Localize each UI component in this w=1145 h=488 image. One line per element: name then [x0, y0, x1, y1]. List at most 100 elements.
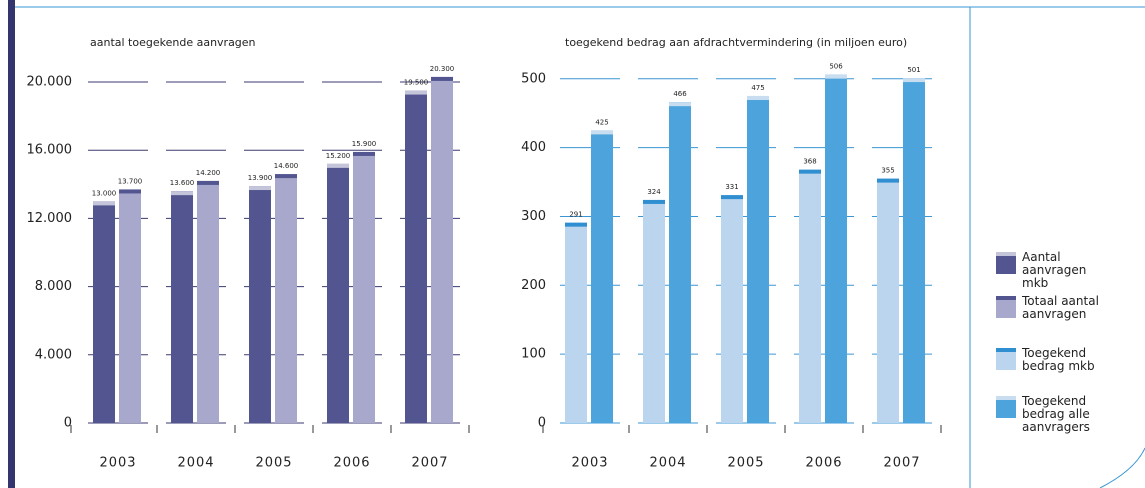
y-tick-label: 16.000 — [27, 143, 73, 158]
legend-label: Aantal aanvragen mkb — [1022, 250, 1087, 290]
y-tick-label: 12.000 — [27, 211, 73, 226]
value-label: 475 — [751, 84, 764, 92]
side-bar — [8, 0, 15, 488]
legend-swatch-cap — [996, 348, 1016, 352]
bar-cap — [721, 195, 743, 200]
value-label: 368 — [803, 158, 816, 166]
y-tick-label: 4.000 — [35, 347, 72, 362]
bar — [825, 74, 847, 423]
legend-swatch — [996, 252, 1016, 274]
value-label: 506 — [829, 63, 843, 71]
bar-cap — [405, 90, 427, 95]
legend-swatch — [996, 296, 1016, 318]
x-tick-label: 2004 — [649, 456, 686, 471]
value-label: 501 — [907, 66, 920, 74]
bar-cap — [197, 180, 219, 185]
value-label: 466 — [673, 90, 687, 98]
bar-cap — [747, 95, 769, 100]
bar — [249, 186, 271, 423]
bar-cap — [903, 78, 925, 83]
value-label: 14.200 — [196, 169, 221, 177]
x-tick-label: 2003 — [99, 456, 136, 471]
bar-cap — [275, 174, 297, 179]
x-tick-label: 2003 — [571, 456, 608, 471]
legend-label: Totaal aantal aanvragen — [1022, 294, 1099, 321]
bar-cap — [353, 151, 375, 156]
y-tick-label: 20.000 — [27, 75, 73, 90]
legend-swatch-cap — [996, 296, 1016, 300]
bar-cap — [669, 102, 691, 107]
chart-title: aantal toegekende aanvragen — [90, 36, 256, 49]
value-label: 13.600 — [170, 179, 195, 187]
bar — [799, 169, 821, 423]
x-tick-label: 2006 — [805, 456, 842, 471]
legend-label: Toegekend bedrag mkb — [1022, 346, 1095, 373]
bar-cap — [799, 169, 821, 174]
legend-swatch-cap — [996, 252, 1016, 256]
bar — [591, 130, 613, 423]
bar-cap — [643, 199, 665, 204]
bar — [721, 195, 743, 423]
bar — [643, 199, 665, 423]
y-tick-label: 0 — [538, 416, 546, 431]
bar — [197, 180, 219, 423]
y-tick-label: 100 — [521, 347, 546, 362]
bar-cap — [119, 189, 141, 194]
value-label: 425 — [595, 118, 608, 126]
x-tick-label: 2004 — [177, 456, 214, 471]
x-tick-label: 2005 — [727, 456, 764, 471]
x-tick-label: 2006 — [333, 456, 370, 471]
bar-cap — [877, 178, 899, 183]
value-label: 13.900 — [248, 174, 273, 182]
bar-cap — [825, 74, 847, 79]
bar — [747, 95, 769, 423]
y-tick-label: 500 — [521, 71, 546, 86]
bar — [119, 189, 141, 423]
bar — [327, 163, 349, 423]
bar — [171, 191, 193, 423]
x-tick-label: 2007 — [883, 456, 920, 471]
value-label: 13.700 — [118, 177, 143, 185]
value-label: 15.900 — [352, 140, 377, 148]
bar-cap — [93, 201, 115, 206]
bar — [669, 102, 691, 423]
legend-swatch — [996, 396, 1016, 418]
y-tick-label: 200 — [521, 278, 546, 293]
legend-swatch — [996, 348, 1016, 370]
value-label: 15.200 — [326, 152, 351, 160]
chart-title: toegekend bedrag aan afdrachtverminderin… — [565, 36, 907, 49]
value-label: 19.500 — [404, 79, 429, 87]
legend-label: Toegekend bedrag alle aanvragers — [1022, 394, 1090, 434]
bar-cap — [565, 222, 587, 227]
y-tick-label: 0 — [64, 416, 72, 431]
bar — [431, 76, 453, 423]
bar-cap — [249, 186, 271, 191]
bar — [93, 201, 115, 423]
y-tick-label: 300 — [521, 209, 546, 224]
bar — [903, 78, 925, 423]
value-label: 14.600 — [274, 162, 299, 170]
bar-cap — [431, 76, 453, 81]
x-tick-label: 2005 — [255, 456, 292, 471]
value-label: 355 — [881, 167, 894, 175]
value-label: 13.000 — [92, 189, 117, 197]
value-label: 291 — [569, 211, 582, 219]
bar — [565, 222, 587, 423]
bar-cap — [327, 163, 349, 168]
bar — [877, 178, 899, 423]
bar-cap — [591, 130, 613, 135]
bar — [405, 90, 427, 424]
bar — [275, 174, 297, 423]
value-label: 324 — [647, 188, 661, 196]
bar-cap — [171, 191, 193, 196]
x-tick-label: 2007 — [411, 456, 448, 471]
y-tick-label: 8.000 — [35, 279, 72, 294]
y-tick-label: 400 — [521, 140, 546, 155]
corner-curve — [1099, 447, 1145, 488]
value-label: 20.300 — [430, 65, 455, 73]
legend-swatch-cap — [996, 396, 1016, 400]
bar — [353, 151, 375, 423]
value-label: 331 — [725, 183, 738, 191]
